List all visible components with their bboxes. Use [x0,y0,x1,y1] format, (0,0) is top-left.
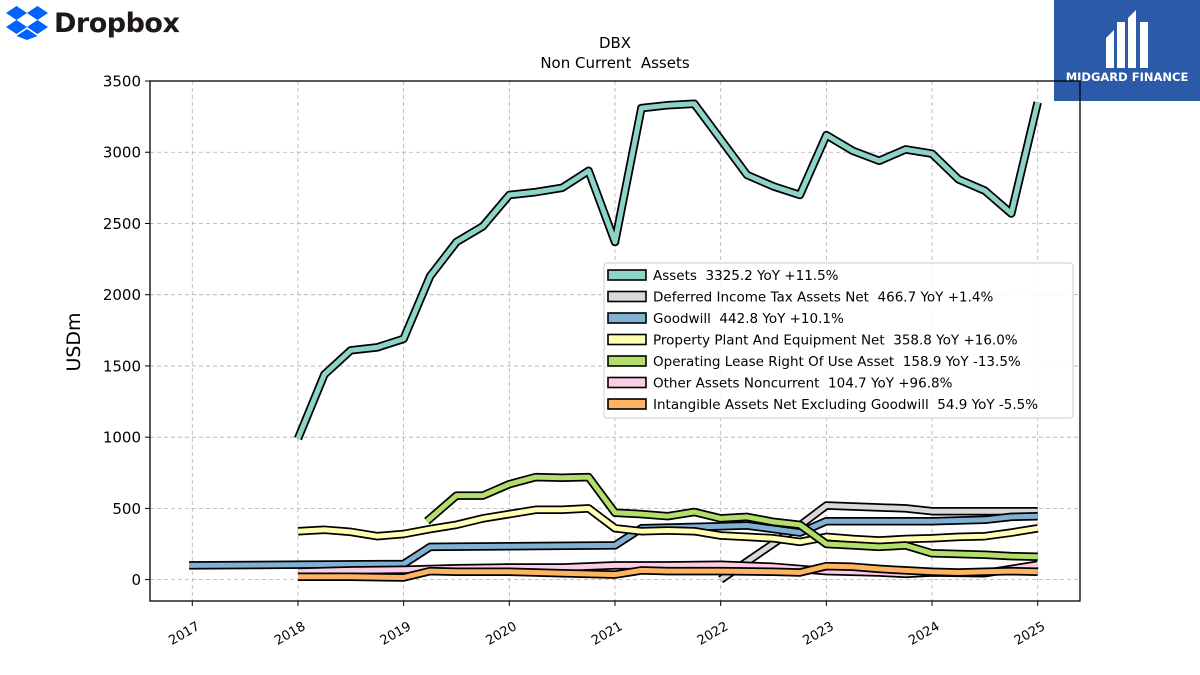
legend-label: Assets 3325.2 YoY +11.5% [653,268,839,284]
series-4 [424,472,1038,562]
y-tick-label: 2500 [103,215,141,233]
y-axis-label: USDm [63,312,85,371]
legend-box [603,262,1074,419]
x-tick-label: 2024 [906,619,942,649]
legend-swatch [607,312,647,324]
legend-swatch [607,355,647,367]
y-tick-label: 1500 [103,357,141,375]
midgard-finance-logo: MIDGARD FINANCE [1054,0,1200,101]
y-tick-label: 2000 [103,286,141,304]
legend-label: Goodwill 442.8 YoY +10.1% [653,311,844,327]
legend-swatch [607,333,647,346]
series-2 [189,511,1038,570]
series-line [189,513,1038,568]
midgard-emblem-icon [1106,10,1148,68]
legend-label: Intangible Assets Net Excluding Goodwill… [653,397,1038,413]
y-tick-label: 0 [131,571,141,589]
y-tick-label: 3500 [103,73,141,91]
x-tick-label: 2018 [272,619,308,649]
x-axis-ticks: 2017 2018 2019 2020 2021 2022 2023 2024 2025 [166,601,1048,649]
x-tick-label: 2019 [378,619,414,649]
series-line [295,101,1041,440]
dropbox-icon [6,6,48,40]
dropbox-wordmark: Dropbox [54,7,180,39]
x-tick-label: 2020 [483,619,519,649]
y-tick-label: 1000 [103,429,141,447]
legend: Assets 3325.2 YoY +11.5% Deferred Income … [603,262,1074,419]
legend-label: Deferred Income Tax Assets Net 466.7 YoY… [653,290,994,306]
series-group [189,99,1042,584]
chart-title: DBX [599,34,631,52]
x-tick-label: 2023 [801,619,837,649]
series-line [425,474,1038,560]
legend-swatch [607,376,647,389]
legend-swatch [607,269,647,281]
series-3 [297,504,1039,547]
legend-swatch [607,398,647,410]
series-6 [298,561,1038,582]
legend-label: Property Plant And Equipment Net 358.8 Y… [653,333,1018,349]
series-line [297,505,1039,545]
x-tick-label: 2022 [695,619,731,649]
legend-label: Operating Lease Right Of Use Asset 158.9… [653,354,1021,370]
x-tick-label: 2021 [589,619,625,649]
x-tick-label: 2017 [166,619,202,649]
legend-swatch [607,290,647,303]
series-0 [294,99,1042,441]
y-axis-ticks: 0 500 1000 1500 2000 2500 3000 3500 [103,73,150,589]
legend-label: Other Assets Noncurrent 104.7 YoY +96.8% [653,376,953,392]
midgard-wordmark: MIDGARD FINANCE [1065,70,1189,84]
dropbox-logo: Dropbox [6,5,180,41]
series-line [298,563,1038,580]
y-tick-label: 500 [112,500,141,518]
chart-subtitle: Non Current Assets [540,54,690,72]
y-tick-label: 3000 [103,144,141,162]
x-tick-label: 2025 [1012,619,1048,649]
plot-frame [149,80,1081,602]
